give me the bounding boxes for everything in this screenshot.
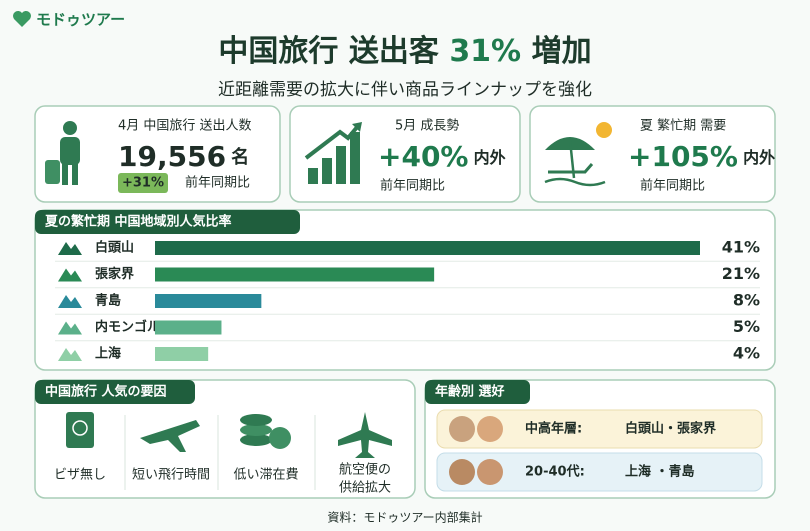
stat-number: +40% — [378, 140, 468, 173]
beach-icon — [544, 122, 612, 187]
value-label: 21% — [722, 264, 760, 283]
face-icon — [449, 459, 475, 485]
stat-note: 前年同期比 — [640, 178, 705, 194]
category-label: 上海 — [95, 346, 121, 362]
age-row — [436, 409, 763, 449]
title: 中国旅行 送出客 31% 増加 — [218, 34, 591, 69]
bar — [155, 294, 262, 308]
stat-unit: 内外 — [743, 148, 775, 167]
stat-value: +105% 内外 — [628, 140, 775, 173]
stat-note: 前年同期比 — [185, 175, 250, 191]
chart-title: 夏の繁忙期 中国地域別人気比率 — [44, 214, 232, 230]
region-icon — [58, 321, 82, 335]
stat-card — [289, 105, 521, 203]
logo-text: モドゥツアー — [36, 11, 125, 29]
bar-chart: 白頭山 41% 張家界 21% 青島 8% 内モンゴル 5% 上海 4% — [55, 238, 760, 363]
age-places: 上海 ・青島 — [625, 464, 695, 480]
value-label: 4% — [733, 344, 760, 363]
stat-number: 19,556 — [118, 140, 226, 173]
bar — [155, 347, 209, 361]
age-title: 年齢別 選好 — [435, 384, 505, 400]
value-label: 8% — [733, 291, 760, 310]
factor-label: 供給拡大 — [339, 481, 391, 496]
badge — [118, 173, 168, 193]
region-icon — [58, 295, 82, 308]
category-label: 青島 — [95, 293, 121, 309]
stat-note: 前年同期比 — [380, 178, 445, 194]
stat-card — [529, 105, 776, 203]
face-icon — [477, 459, 503, 485]
stat-unit: 内外 — [474, 148, 506, 167]
age-row — [436, 452, 763, 492]
traveler-icon — [45, 121, 80, 185]
age-group: 中高年層: — [525, 421, 582, 437]
stat-unit: 名 — [231, 146, 249, 168]
category-label: 内モンゴル — [95, 319, 160, 335]
region-icon — [58, 242, 82, 255]
stat-value: 19,556 名 — [118, 140, 249, 173]
subtitle: 近距離需要の拡大に伴い商品ラインナップを強化 — [218, 80, 592, 100]
growth-icon — [304, 122, 362, 184]
region-icon — [58, 348, 82, 361]
category-label: 白頭山 — [95, 240, 134, 256]
title-suffix: 増加 — [532, 34, 592, 69]
age-places: 白頭山・張家界 — [625, 421, 716, 437]
logo-icon — [13, 11, 32, 27]
factors-tag — [35, 380, 195, 404]
stat-label: 5月 成長勢 — [395, 119, 459, 134]
category-label: 張家界 — [95, 266, 134, 282]
stat-number: +105% — [628, 140, 738, 173]
badge-text: +31% — [122, 176, 164, 191]
chart-tag — [35, 210, 300, 234]
factors-title: 中国旅行 人気の要因 — [45, 384, 167, 400]
factor-label: 短い飛行時間 — [132, 468, 210, 483]
factor-icons — [66, 412, 392, 458]
stat-label: 夏 繁忙期 需要 — [640, 118, 726, 134]
bar — [155, 320, 222, 335]
source: 資料：モドゥツアー内部集計 — [327, 510, 482, 525]
factors-panel — [34, 379, 416, 499]
stat-value: +40% 内外 — [378, 140, 506, 173]
factor-label: ビザ無し — [54, 468, 106, 483]
stat-label: 4月 中国旅行 送出人数 — [118, 119, 252, 134]
value-label: 41% — [722, 238, 760, 257]
factor-label: 低い滞在費 — [233, 468, 298, 483]
age-group: 20-40代: — [525, 464, 585, 480]
value-label: 5% — [733, 317, 760, 336]
title-highlight: 31% — [449, 34, 521, 69]
face-icon — [477, 416, 503, 442]
title-prefix: 中国旅行 送出客 — [218, 34, 438, 69]
face-icon — [449, 416, 475, 442]
stat-card — [34, 105, 281, 203]
bar — [155, 241, 700, 255]
bar — [155, 267, 435, 282]
factor-label: 航空便の — [339, 462, 391, 478]
region-icon — [58, 268, 82, 282]
age-tag — [425, 380, 530, 404]
